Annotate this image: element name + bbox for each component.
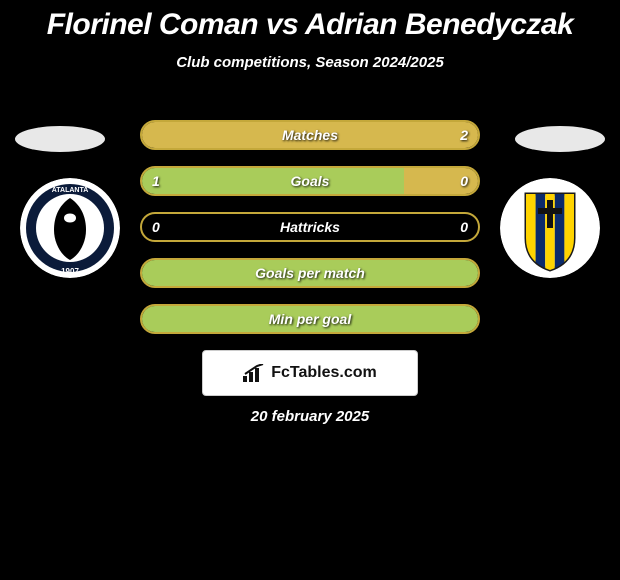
atalanta-icon: ATALANTA 1907: [20, 178, 120, 278]
stat-label: Goals: [291, 173, 330, 189]
svg-text:ATALANTA: ATALANTA: [52, 187, 89, 194]
page-title: Florinel Coman vs Adrian Benedyczak: [0, 0, 620, 42]
stat-left-value: 0: [152, 214, 160, 240]
stat-label: Min per goal: [269, 311, 351, 327]
stat-label: Hattricks: [280, 219, 340, 235]
stats-column: 2 Matches 1 0 Goals 0 0 Hattricks Goals per matc…: [140, 120, 480, 350]
stat-row: Min per goal: [140, 304, 480, 334]
stat-row: Goals per match: [140, 258, 480, 288]
stat-fill-left: [142, 168, 404, 194]
branding-banner: FcTables.com: [202, 350, 418, 396]
stat-row: 1 0 Goals: [140, 166, 480, 196]
stat-row: 2 Matches: [140, 120, 480, 150]
stat-label: Goals per match: [255, 265, 365, 281]
club-badge-right: [500, 178, 600, 278]
branding-label: FcTables.com: [271, 364, 377, 382]
parma-icon: [500, 178, 600, 278]
chart-icon: [243, 364, 265, 382]
stat-left-value: 1: [152, 168, 160, 194]
stat-right-value: 0: [460, 214, 468, 240]
stat-row: 0 0 Hattricks: [140, 212, 480, 242]
footer-date: 20 february 2025: [0, 408, 620, 425]
stat-right-value: 0: [460, 168, 468, 194]
club-badge-left: ATALANTA 1907: [20, 178, 120, 278]
player-right-silhouette: [515, 126, 605, 152]
page-subtitle: Club competitions, Season 2024/2025: [0, 54, 620, 71]
stat-label: Matches: [282, 127, 338, 143]
svg-text:1907: 1907: [61, 267, 79, 276]
player-left-silhouette: [15, 126, 105, 152]
stat-right-value: 2: [460, 122, 468, 148]
